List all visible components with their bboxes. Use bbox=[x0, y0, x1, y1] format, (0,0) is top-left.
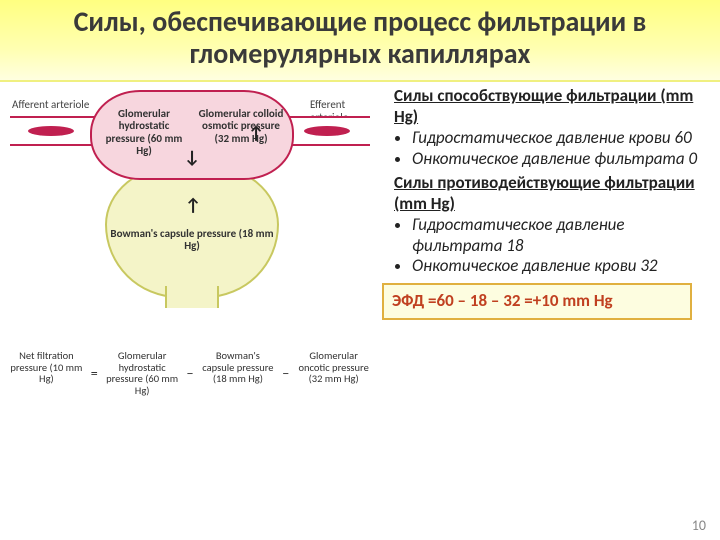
list-item: Онкотическое давление крови 32 bbox=[412, 256, 710, 277]
page-number: 10 bbox=[692, 517, 706, 534]
afferent-arteriole bbox=[10, 116, 94, 146]
eqn-nfp: Net filtration pressure (10 mm Hg) bbox=[10, 350, 83, 385]
arrow-up-icon: ↑ bbox=[185, 194, 201, 216]
efd-result-box: ЭФД =60 – 18 – 32 =+10 mm Hg bbox=[382, 283, 692, 320]
eqn-gop: Glomerular oncotic pressure (32 mm Hg) bbox=[297, 350, 370, 385]
minus-sign: − bbox=[185, 365, 196, 382]
favoring-list: Гидростатическое давление крови 60 Онкот… bbox=[378, 128, 710, 169]
minus-sign: − bbox=[280, 365, 291, 382]
bowman-neck bbox=[165, 286, 219, 308]
gcop-label: Glomerular colloid osmotic pressure (32 … bbox=[196, 108, 286, 144]
filtration-equation: Net filtration pressure (10 mm Hg) = Glo… bbox=[10, 350, 370, 396]
eqn-ghp: Glomerular hydrostatic pressure (60 mm H… bbox=[106, 350, 179, 396]
ghp-label: Glomerular hydrostatic pressure (60 mm H… bbox=[98, 108, 190, 156]
vessel-lumen-icon bbox=[304, 126, 350, 136]
slide-body: Afferent arteriole Efferent arteriole ↑ … bbox=[0, 82, 720, 396]
bowman-capsule: ↑ Bowman's capsule pressure (18 mm Hg) bbox=[105, 164, 279, 298]
glomerulus-diagram: Afferent arteriole Efferent arteriole ↑ … bbox=[10, 86, 370, 346]
opposing-list: Гидростатическое давление фильтрата 18 О… bbox=[378, 215, 710, 277]
arrow-down-icon: ↓ bbox=[184, 146, 200, 168]
list-item: Гидростатическое давление крови 60 bbox=[412, 128, 710, 149]
equals-sign: = bbox=[89, 365, 100, 382]
text-column: Силы способствующие фильтрации (mm Hg) Г… bbox=[378, 86, 710, 396]
list-item: Онкотическое давление фильтрата 0 bbox=[412, 149, 710, 170]
eqn-bcp: Bowman's capsule pressure (18 mm Hg) bbox=[202, 350, 275, 385]
afferent-label: Afferent arteriole bbox=[12, 98, 89, 111]
glomerulus: Glomerular hydrostatic pressure (60 mm H… bbox=[90, 90, 294, 180]
list-item: Гидростатическое давление фильтрата 18 bbox=[412, 215, 710, 256]
diagram-column: Afferent arteriole Efferent arteriole ↑ … bbox=[10, 86, 370, 396]
opposing-header: Силы противодействующие фильтрации (mm H… bbox=[394, 173, 710, 214]
title-area: Силы, обеспечивающие процесс фильтрации … bbox=[0, 0, 720, 82]
bowman-label: Bowman's capsule pressure (18 mm Hg) bbox=[107, 228, 277, 252]
efferent-arteriole bbox=[286, 116, 370, 146]
slide-title: Силы, обеспечивающие процесс фильтрации … bbox=[30, 6, 690, 70]
favoring-header: Силы способствующие фильтрации (mm Hg) bbox=[394, 86, 710, 127]
vessel-lumen-icon bbox=[28, 126, 74, 136]
arrow-up-icon: ↑ bbox=[248, 122, 264, 144]
